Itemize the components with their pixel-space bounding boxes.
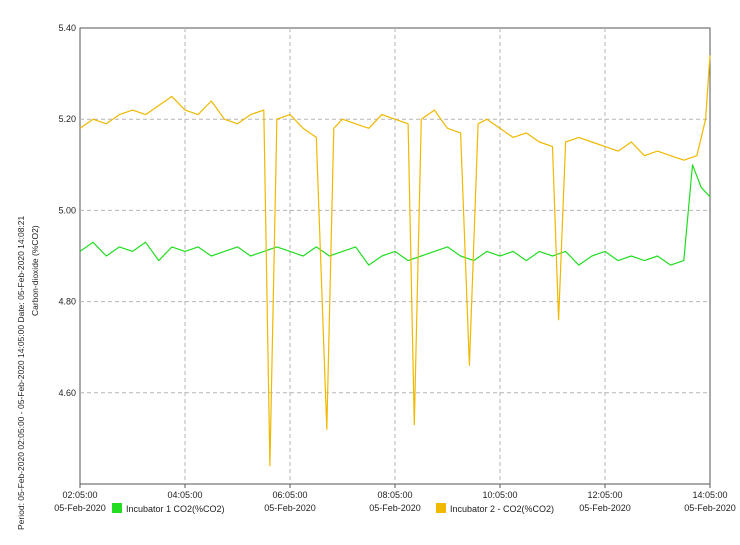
series-line-2 — [79, 55, 711, 467]
x-tick-time-label: 02:05:00 — [62, 490, 97, 500]
series-line-1 — [79, 164, 711, 266]
y-tick-label: 5.20 — [58, 114, 76, 124]
x-tick-time-label: 14:05:00 — [692, 490, 727, 500]
legend-swatch-incubator-2 — [436, 503, 446, 513]
x-tick-time-label: 08:05:00 — [377, 490, 412, 500]
side-label: Period: 05-Feb-2020 02:05:00 - 05-Feb-20… — [16, 215, 26, 530]
y-axis-label: Carbon-dioxide (%CO2) — [30, 225, 40, 316]
x-tick-date-label: 05-Feb-2020 — [264, 503, 316, 513]
x-tick-date-label: 05-Feb-2020 — [369, 503, 421, 513]
y-axis: 4.60 4.80 5.00 5.20 5.40 — [58, 23, 76, 398]
x-tick-time-label: 12:05:00 — [587, 490, 622, 500]
legend-label-incubator-2: Incubator 2 - CO2(%CO2) — [450, 504, 554, 514]
y-tick-label: 5.00 — [58, 205, 76, 215]
x-tick-date-label: 05-Feb-2020 — [684, 503, 736, 513]
legend-swatch-incubator-1 — [112, 503, 122, 513]
series-layer — [79, 55, 711, 467]
x-tick-date-label: 05-Feb-2020 — [54, 503, 106, 513]
x-tick-time-label: 06:05:00 — [272, 490, 307, 500]
y-tick-label: 4.80 — [58, 297, 76, 307]
x-tick-time-label: 10:05:00 — [482, 490, 517, 500]
legend: Incubator 1 CO2(%CO2) Incubator 2 - CO2(… — [112, 503, 554, 514]
y-tick-label: 5.40 — [58, 23, 76, 33]
y-tick-label: 4.60 — [58, 388, 76, 398]
x-axis: 02:05:00 05-Feb-2020 04:05:00 06:05:00 05-Fe… — [54, 484, 736, 513]
x-tick-time-label: 04:05:00 — [167, 490, 202, 500]
grid-lines — [80, 28, 710, 484]
x-tick-date-label: 05-Feb-2020 — [579, 503, 631, 513]
legend-label-incubator-1: Incubator 1 CO2(%CO2) — [126, 504, 225, 514]
